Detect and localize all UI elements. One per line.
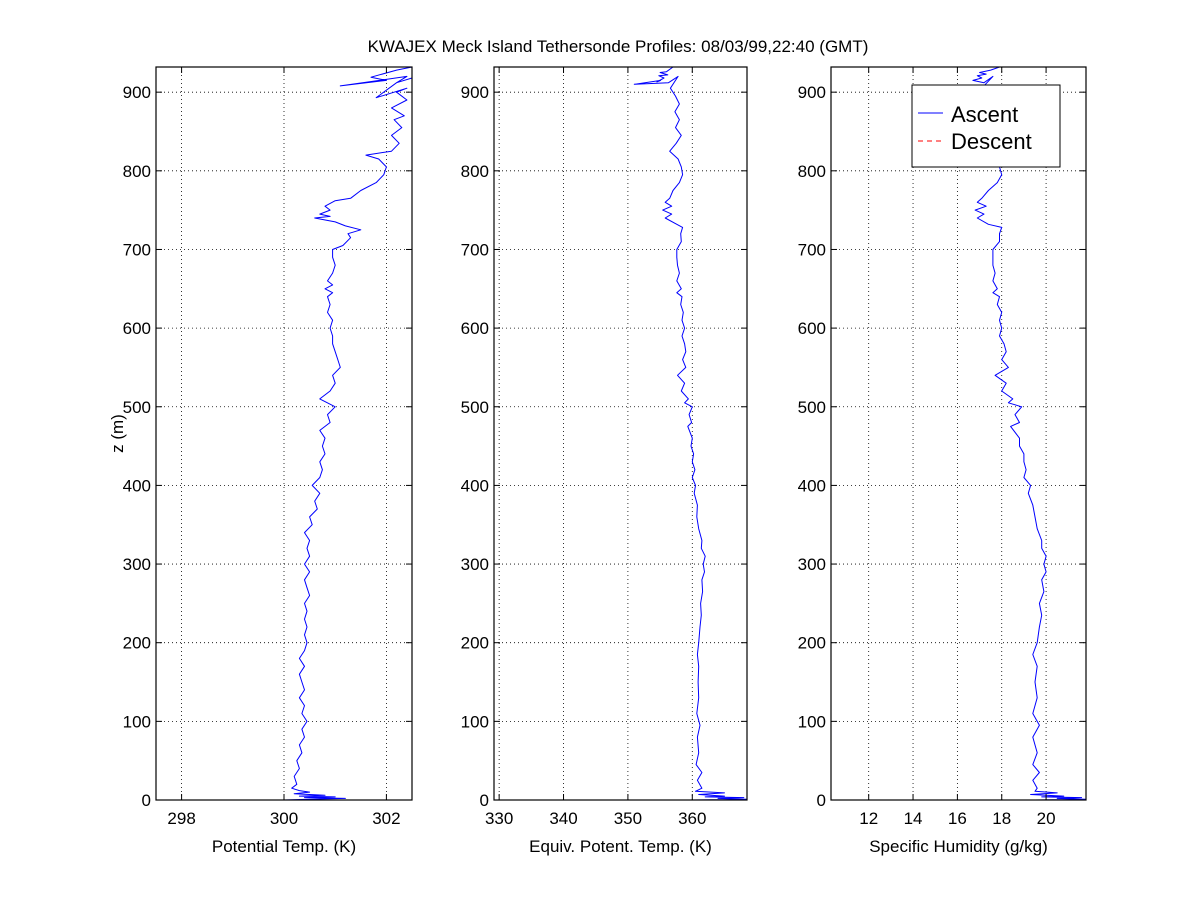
x-tick-labels: 298 300 302 — [167, 809, 400, 828]
tick-marks — [831, 67, 1086, 801]
y-tick-label: 800 — [123, 162, 151, 181]
x-tick-label: 20 — [1037, 809, 1056, 828]
tick-marks — [494, 67, 747, 801]
legend: Ascent Descent — [911, 84, 1061, 168]
y-tick-label: 100 — [798, 712, 826, 731]
x-tick-label: 340 — [549, 809, 577, 828]
y-tick-label: 500 — [461, 398, 489, 417]
y-tick-label: 500 — [798, 398, 826, 417]
axes-frame — [830, 66, 1087, 801]
y-tick-label: 400 — [461, 476, 489, 495]
y-tick-label: 0 — [480, 791, 489, 810]
x-tick-label: 360 — [678, 809, 706, 828]
y-axis-label: z (m) — [108, 414, 127, 453]
y-tick-label: 0 — [817, 791, 826, 810]
y-tick-label: 700 — [798, 240, 826, 259]
y-tick-label: 700 — [123, 240, 151, 259]
y-tick-label: 600 — [123, 319, 151, 338]
y-tick-labels: 0 100 200 300 400 500 600 700 800 900 — [123, 83, 151, 810]
series-group — [156, 66, 413, 801]
x-tick-labels: 12 14 16 18 20 — [859, 809, 1055, 828]
y-tick-label: 300 — [798, 555, 826, 574]
x-axis-label: Potential Temp. (K) — [212, 837, 356, 856]
panel-specific-humidity: 12 14 16 18 20 0100200300400500600700800900 … — [798, 66, 1087, 856]
x-tick-label: 350 — [614, 809, 642, 828]
y-tick-label: 800 — [461, 162, 489, 181]
x-tick-label: 300 — [270, 809, 298, 828]
legend-box — [911, 84, 1061, 168]
x-axis-label: Equiv. Potent. Temp. (K) — [529, 837, 712, 856]
y-tick-label: 600 — [461, 319, 489, 338]
x-tick-label: 12 — [859, 809, 878, 828]
y-tick-label: 200 — [123, 634, 151, 653]
series-group — [494, 66, 748, 801]
y-tick-label: 400 — [123, 476, 151, 495]
y-tick-label: 300 — [123, 555, 151, 574]
y-tick-label: 800 — [798, 162, 826, 181]
y-tick-label: 500 — [123, 398, 151, 417]
y-tick-label: 900 — [798, 83, 826, 102]
y-tick-label: 0 — [142, 791, 151, 810]
y-tick-labels: 0 100 200 300 400 500 600 700 800 900 — [798, 83, 826, 810]
tick-marks — [156, 67, 412, 801]
y-tick-label: 100 — [123, 712, 151, 731]
x-tick-label: 330 — [485, 809, 513, 828]
y-tick-label: 600 — [798, 319, 826, 338]
x-tick-label: 18 — [992, 809, 1011, 828]
x-tick-label: 302 — [372, 809, 400, 828]
y-tick-label: 900 — [123, 83, 151, 102]
series-line-ascent — [494, 66, 748, 801]
x-axis-label: Specific Humidity (g/kg) — [869, 837, 1048, 856]
y-tick-label: 400 — [798, 476, 826, 495]
legend-label-descent: Descent — [951, 129, 1032, 154]
y-tick-label: 200 — [461, 634, 489, 653]
x-tick-label: 14 — [904, 809, 923, 828]
y-tick-label: 700 — [461, 240, 489, 259]
panel-potential-temp: 298 300 302 0 100 200 300 400 500 600 700 800 900 P… — [108, 66, 413, 856]
series-line-ascent — [156, 66, 413, 801]
panel-equiv-potent-temp: 330 340 350 360 0 100 200 300 400 500 600 700 800 90… — [461, 66, 748, 856]
x-tick-label: 298 — [167, 809, 195, 828]
y-tick-label: 100 — [461, 712, 489, 731]
legend-label-ascent: Ascent — [951, 102, 1018, 127]
y-tick-label: 900 — [461, 83, 489, 102]
axes-frame — [493, 66, 748, 801]
y-tick-label: 200 — [798, 634, 826, 653]
x-tick-labels: 330 340 350 360 — [485, 809, 707, 828]
chart-title: KWAJEX Meck Island Tethersonde Profiles:… — [368, 37, 869, 56]
y-tick-label: 300 — [461, 555, 489, 574]
y-tick-labels: 0 100 200 300 400 500 600 700 800 900 — [461, 83, 489, 810]
x-tick-label: 16 — [948, 809, 967, 828]
